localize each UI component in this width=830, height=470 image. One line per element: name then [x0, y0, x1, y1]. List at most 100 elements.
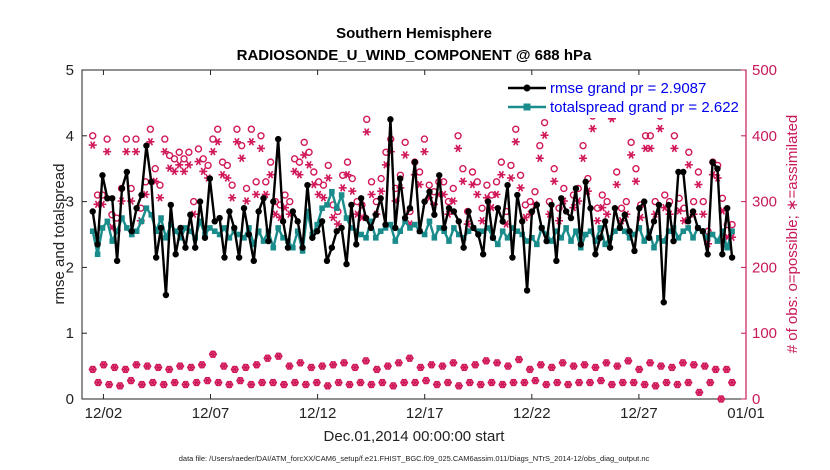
obs-assimilated-marker: [154, 363, 163, 372]
obs-assimilated-marker: [432, 380, 441, 389]
rmse-point: [387, 116, 394, 123]
rmse-point: [279, 218, 287, 225]
spread-point: [402, 218, 408, 225]
x-tick-label: 01/01: [727, 405, 765, 422]
rmse-point: [475, 231, 482, 238]
obs-assimilated-marker: [624, 356, 633, 365]
obs-assimilated-marker: [184, 160, 193, 169]
obs-assimilated-marker: [596, 376, 605, 385]
obs-assimilated-marker: [420, 147, 429, 156]
obs-assimilated-marker: [443, 378, 452, 387]
rmse-point: [538, 224, 545, 232]
obs-possible-marker: [603, 197, 611, 206]
obs-possible-marker: [295, 158, 304, 166]
rmse-point: [601, 218, 609, 225]
obs-assimilated-marker: [695, 388, 704, 397]
spread-point: [329, 188, 335, 195]
obs-possible-marker: [627, 138, 635, 147]
rmse-point: [567, 214, 575, 222]
spread-point: [250, 241, 257, 248]
obs-assimilated-marker: [213, 137, 222, 146]
rmse-point: [611, 204, 619, 212]
obs-assimilated-marker: [340, 358, 349, 367]
obs-possible-marker: [319, 181, 328, 189]
obs-assimilated-marker: [478, 216, 487, 225]
obs-assimilated-marker: [498, 380, 507, 389]
obs-assimilated-marker: [88, 365, 97, 374]
spread-point: [485, 225, 491, 231]
obs-assimilated-marker: [454, 144, 463, 153]
obs-assimilated-marker: [699, 210, 708, 219]
rmse-point: [616, 224, 624, 232]
obs-possible-marker: [228, 181, 236, 189]
obs-possible-marker: [401, 138, 409, 147]
x-tick-label: 12/07: [192, 405, 230, 422]
obs-possible-marker: [492, 178, 501, 186]
rmse-point: [216, 214, 223, 222]
rmse-point: [504, 181, 511, 189]
obs-assimilated-marker: [165, 365, 174, 374]
obs-assimilated-marker: [329, 360, 338, 369]
spread-point: [412, 221, 418, 228]
spread-point: [480, 228, 486, 235]
spread-point: [138, 218, 145, 225]
rmse-point: [314, 228, 321, 235]
y-tick-label-right: 100: [752, 325, 777, 342]
rmse-point: [660, 299, 667, 306]
rmse-point: [309, 234, 316, 241]
obs-assimilated-marker: [159, 380, 168, 389]
obs-assimilated-marker: [558, 358, 567, 367]
y-axis-label-right: # of obs: o=possible; ∗=assimilated: [784, 115, 801, 354]
rmse-point: [240, 204, 248, 212]
obs-assimilated-marker: [351, 363, 360, 372]
obs-assimilated-marker: [266, 170, 275, 179]
obs-assimilated-marker: [553, 378, 562, 387]
rmse-point: [206, 175, 214, 182]
obs-assimilated-marker: [667, 363, 676, 372]
spread-point: [465, 228, 472, 235]
obs-assimilated-marker: [88, 141, 97, 149]
spread-point: [636, 225, 643, 231]
rmse-point: [182, 244, 189, 251]
y-tick-label-right: 400: [752, 128, 777, 145]
obs-assimilated-marker: [94, 378, 103, 387]
obs-assimilated-marker: [618, 378, 627, 387]
obs-possible-marker: [238, 141, 246, 150]
spread-point: [197, 218, 203, 225]
spread-point: [236, 231, 242, 238]
spread-point: [343, 215, 350, 221]
obs-assimilated-marker: [116, 381, 125, 390]
obs-possible-marker: [348, 174, 357, 183]
rmse-point: [192, 244, 199, 251]
obs-assimilated-marker: [236, 376, 245, 385]
rmse-point: [572, 185, 580, 192]
obs-assimilated-marker: [588, 124, 597, 133]
obs-assimilated-marker: [99, 360, 108, 369]
obs-assimilated-marker: [598, 203, 607, 212]
rmse-point: [543, 237, 550, 245]
spread-point: [148, 211, 155, 218]
obs-assimilated-marker: [564, 380, 573, 389]
spread-point: [441, 228, 447, 235]
spread-point: [504, 234, 511, 241]
rmse-point: [260, 195, 267, 202]
obs-possible-marker: [233, 125, 241, 133]
rmse-point: [645, 234, 653, 241]
obs-possible-marker: [247, 125, 256, 133]
obs-possible-marker: [579, 141, 587, 150]
rmse-point: [338, 224, 345, 232]
rmse-point: [284, 244, 292, 251]
rmse-point: [689, 208, 697, 215]
rmse-point: [231, 224, 238, 232]
x-tick-label: 12/22: [513, 405, 551, 422]
obs-assimilated-marker: [110, 363, 119, 372]
rmse-point: [289, 208, 297, 215]
spread-point: [724, 244, 730, 251]
rmse-point: [489, 234, 497, 241]
rmse-point: [177, 224, 184, 232]
spread-point: [426, 218, 433, 225]
spread-point: [729, 228, 735, 235]
rmse-point: [304, 181, 311, 189]
rmse-point: [133, 204, 140, 212]
obs-assimilated-marker: [181, 380, 190, 389]
